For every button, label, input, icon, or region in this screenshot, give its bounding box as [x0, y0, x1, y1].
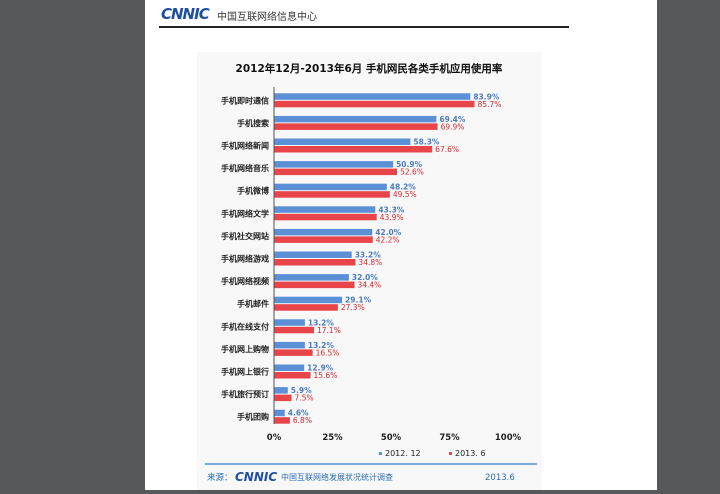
category-label: 手机网上银行	[221, 367, 269, 377]
category-label: 手机旅行预订	[221, 389, 269, 399]
bar-2012-12	[274, 183, 387, 191]
category-label: 手机社交网站	[221, 231, 269, 241]
bar-chart: 2012年12月-2013年6月 手机网民各类手机应用使用率 手机即时通信 83.…	[205, 62, 537, 484]
x-tick-label: 25%	[322, 433, 343, 443]
data-label: 6.8%	[293, 416, 312, 425]
data-label: 7.5%	[295, 394, 314, 403]
legend-swatch	[379, 452, 382, 455]
data-label: 49.5%	[393, 190, 417, 199]
data-label: 69.4%	[439, 115, 466, 124]
bar-2013-6	[274, 417, 290, 424]
category-label: 手机网络音乐	[221, 163, 269, 173]
data-label: 12.9%	[307, 364, 334, 373]
bar-2012-12	[274, 115, 437, 123]
data-label: 58.3%	[413, 138, 440, 147]
bar-2012-12	[274, 251, 352, 258]
x-tick-label: 100%	[495, 433, 522, 443]
bar-2012-12	[274, 387, 288, 394]
bar-2012-12	[274, 274, 349, 281]
data-label: 17.1%	[317, 326, 341, 335]
bar-2013-6	[274, 168, 398, 176]
document-page: CNNIC 中国互联网络信息中心 2012年12月-2013年6月 手机网民各类…	[145, 0, 657, 490]
data-label: 27.3%	[341, 303, 365, 312]
x-tick-label: 0%	[267, 433, 282, 443]
bar-2012-12	[274, 296, 343, 304]
bar-2012-12	[274, 93, 471, 100]
bar-2013-6	[274, 236, 373, 243]
chart-title: 2012年12月-2013年6月 手机网民各类手机应用使用率	[236, 62, 503, 75]
data-label: 5.9%	[291, 386, 312, 395]
data-label: 15.6%	[314, 371, 338, 380]
category-label: 手机即时通信	[221, 95, 269, 105]
data-label: 33.2%	[355, 251, 382, 260]
footer-cnnic-logo: CNNIC	[235, 470, 277, 484]
bar-2012-12	[274, 409, 285, 417]
footer-org: 中国互联网络发展状况统计调查	[281, 472, 393, 482]
bar-2013-6	[274, 394, 292, 402]
data-label: 52.6%	[400, 168, 424, 177]
x-tick-label: 50%	[381, 433, 402, 443]
data-label: 16.5%	[316, 348, 340, 357]
header-title: 中国互联网络信息中心	[217, 12, 317, 23]
bar-2013-6	[274, 304, 338, 311]
bar-2013-6	[274, 259, 356, 266]
bar-2013-6	[274, 123, 438, 130]
data-label: 67.6%	[435, 145, 459, 154]
data-label: 34.4%	[357, 281, 381, 290]
bar-2012-12	[274, 206, 376, 213]
data-label: 4.6%	[288, 409, 309, 418]
data-label: 85.7%	[478, 100, 502, 109]
data-label: 42.0%	[375, 228, 402, 237]
bar-2012-12	[274, 161, 394, 168]
bar-2013-6	[274, 281, 355, 289]
category-label: 手机网络视频	[221, 276, 269, 286]
bar-2013-6	[274, 372, 311, 379]
bar-2013-6	[274, 146, 433, 153]
data-label: 50.9%	[396, 160, 423, 169]
data-label: 69.9%	[441, 122, 465, 131]
page-header: CNNIC 中国互联网络信息中心	[159, 4, 569, 28]
x-tick-label: 75%	[439, 433, 460, 443]
category-label: 手机在线支付	[221, 321, 269, 331]
bar-2012-12	[274, 341, 305, 349]
category-label: 手机网上购物	[221, 344, 269, 354]
category-label: 手机网络新闻	[221, 141, 269, 151]
data-label: 48.2%	[390, 183, 417, 192]
data-label: 13.2%	[308, 318, 335, 327]
bar-2012-12	[274, 138, 411, 145]
footer-date: 2013.6	[485, 473, 515, 483]
bar-2013-6	[274, 191, 390, 198]
chart-panel: 2012年12月-2013年6月 手机网民各类手机应用使用率 手机即时通信 83.…	[197, 52, 542, 490]
data-label: 43.3%	[378, 205, 405, 214]
bar-2013-6	[274, 100, 475, 108]
bar-2012-12	[274, 319, 305, 326]
legend-label: 2012. 12	[385, 449, 421, 458]
legend-label: 2013. 6	[455, 449, 486, 458]
bar-2013-6	[274, 213, 377, 221]
category-label: 手机网络游戏	[221, 254, 269, 264]
data-label: 34.8%	[358, 258, 382, 267]
data-label: 83.9%	[473, 92, 500, 101]
data-label: 29.1%	[345, 296, 372, 305]
bar-2012-12	[274, 364, 305, 371]
data-label: 43.9%	[380, 213, 404, 222]
legend-swatch	[449, 452, 452, 455]
category-label: 手机团购	[237, 412, 269, 422]
cnnic-logo: CNNIC	[161, 5, 210, 23]
footer-source-label: 来源：	[207, 473, 233, 483]
data-label: 13.2%	[308, 341, 335, 350]
data-label: 32.0%	[352, 273, 379, 282]
category-label: 手机网络文学	[221, 208, 269, 218]
bar-2012-12	[274, 228, 373, 236]
category-label: 手机微博	[237, 186, 269, 196]
bar-2013-6	[274, 349, 313, 356]
category-label: 手机搜索	[237, 118, 269, 128]
data-label: 42.2%	[376, 235, 400, 244]
category-label: 手机邮件	[237, 299, 269, 309]
bar-2013-6	[274, 326, 315, 334]
